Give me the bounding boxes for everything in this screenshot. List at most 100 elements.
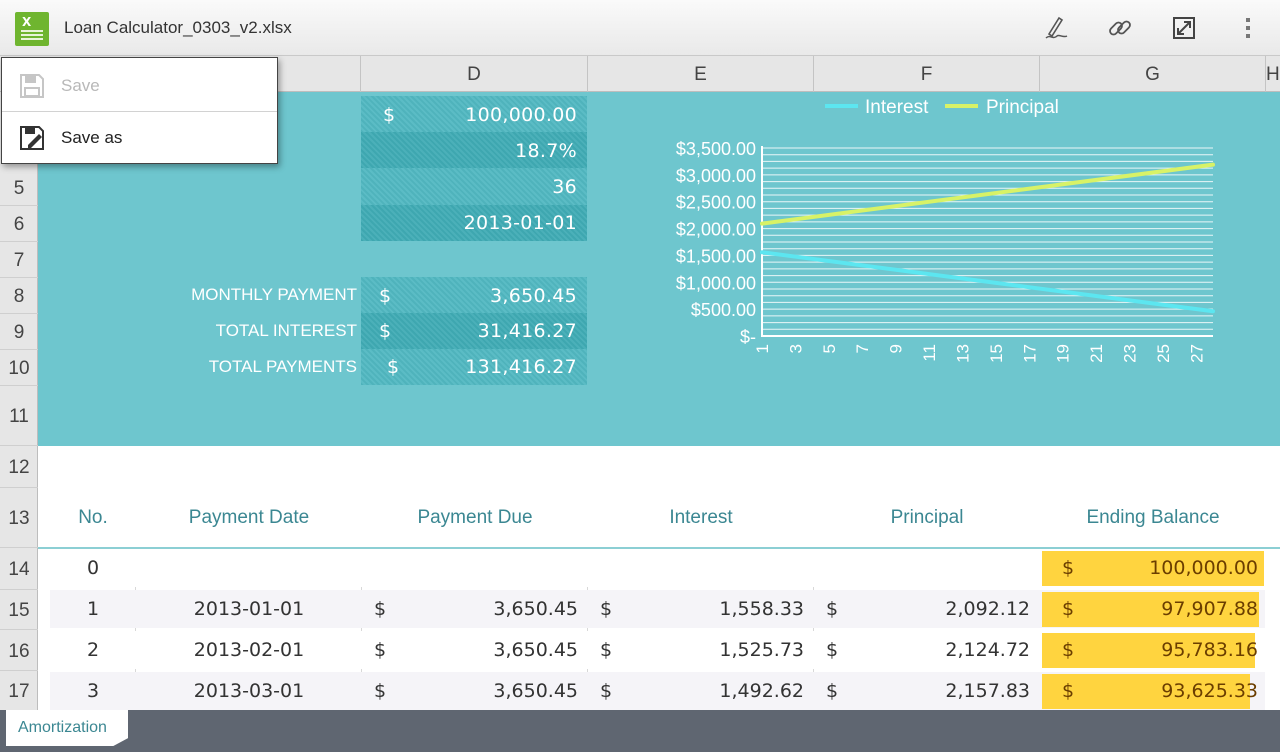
cell-interest-currency[interactable]: $ [600, 639, 613, 661]
cell-balance-currency[interactable]: $ [1062, 680, 1075, 702]
row-header-9[interactable]: 9 [0, 314, 38, 350]
header-interest[interactable]: Interest [669, 507, 733, 528]
cell-ending-balance[interactable]: 100,000.00 [1149, 557, 1258, 579]
cell-ending-balance[interactable]: 97,907.88 [1161, 598, 1258, 620]
cell-due-currency[interactable]: $ [374, 639, 387, 661]
column-header-e[interactable]: E [588, 56, 814, 92]
y-tick-label: $1,000.00 [676, 273, 756, 293]
sheet-tab-label: Amortization [18, 719, 107, 736]
excel-app-icon[interactable]: X [15, 12, 49, 46]
cell-no[interactable]: 1 [86, 598, 100, 620]
menu-divider [2, 111, 277, 112]
cell-principal-currency[interactable]: $ [826, 598, 839, 620]
interest-rate-cell[interactable]: 18.7% [361, 132, 587, 168]
link-icon[interactable] [1102, 12, 1138, 44]
cell-no[interactable]: 3 [86, 680, 100, 702]
column-header-h[interactable]: H [1266, 64, 1280, 85]
cell-payment-due[interactable]: 3,650.45 [493, 598, 578, 620]
amortization-chart[interactable]: $3,500.00 $3,000.00 $2,500.00 $2,000.00 $1,5… [650, 92, 1250, 392]
pen-icon[interactable] [1038, 12, 1074, 44]
header-payment-date[interactable]: Payment Date [188, 507, 310, 528]
row-header-16[interactable]: 16 [0, 630, 38, 671]
cell-due-currency[interactable]: $ [374, 680, 387, 702]
fullscreen-icon[interactable] [1166, 12, 1202, 44]
cell-ending-balance[interactable]: 95,783.16 [1161, 639, 1258, 661]
balance-data-bar [1042, 633, 1255, 668]
row-header-5[interactable]: 5 [0, 170, 38, 206]
balance-data-bar [1042, 674, 1250, 709]
row-header-17[interactable]: 17 [8, 681, 30, 702]
menu-item-save[interactable]: Save [2, 60, 277, 112]
column-header-f[interactable]: F [814, 56, 1040, 92]
cell-no[interactable]: 2 [86, 639, 100, 661]
column-divider [135, 549, 136, 710]
cell-payment-date[interactable] [136, 549, 362, 587]
balance-data-bar [1042, 592, 1259, 627]
column-header-d[interactable]: D [361, 56, 588, 92]
total-payments-value: 131,416.27 [465, 356, 577, 378]
cell-principal[interactable]: 2,157.83 [945, 680, 1030, 702]
header-payment-due[interactable]: Payment Due [417, 507, 533, 528]
row-header-10[interactable]: 10 [0, 350, 38, 386]
cell-interest-currency[interactable]: $ [600, 598, 613, 620]
y-tick-label: $- [740, 327, 756, 347]
currency-symbol: $ [379, 285, 392, 307]
chart-axes [761, 146, 1213, 337]
cell-principal[interactable]: 2,124.72 [945, 639, 1030, 661]
cell-balance-currency[interactable]: $ [1062, 598, 1075, 620]
chart-x-ticks: 1 3 5 7 9 11 13 15 17 19 21 23 25 27 [753, 344, 1206, 363]
cell-balance-currency[interactable]: $ [1062, 557, 1075, 579]
cell-interest[interactable]: 1,558.33 [719, 598, 804, 620]
interest-rate-value: 18.7% [515, 140, 577, 162]
total-interest-cell[interactable]: $ 31,416.27 [361, 313, 587, 349]
term-value: 36 [552, 176, 577, 198]
cell-no[interactable]: 0 [86, 557, 100, 579]
row-header-13[interactable]: 13 [0, 488, 38, 548]
header-no[interactable]: No. [78, 507, 108, 528]
cell-ending-balance[interactable]: 93,625.33 [1161, 680, 1258, 702]
monthly-payment-cell[interactable]: $ 3,650.45 [361, 277, 587, 313]
row-header-7[interactable]: 7 [0, 242, 38, 278]
cell-interest-currency[interactable]: $ [600, 680, 613, 702]
x-tick-label: 25 [1154, 344, 1173, 363]
row-header-6[interactable]: 6 [0, 206, 38, 242]
row-header-14[interactable]: 14 [0, 548, 38, 590]
term-cell[interactable]: 36 [361, 168, 587, 205]
start-date-cell[interactable]: 2013-01-01 [361, 205, 587, 241]
row-header-8[interactable]: 8 [0, 278, 38, 314]
cell-balance-currency[interactable]: $ [1062, 639, 1075, 661]
loan-amount-cell[interactable]: $ 100,000.00 [361, 96, 587, 132]
cell-payment-due[interactable]: 3,650.45 [493, 680, 578, 702]
cell-principal-currency[interactable]: $ [826, 639, 839, 661]
column-header-g[interactable]: G [1040, 56, 1266, 92]
chart-grid [762, 147, 1213, 337]
cell-due-currency[interactable]: $ [374, 598, 387, 620]
chart-lines [760, 162, 1215, 314]
row-header-15[interactable]: 15 [0, 590, 38, 630]
total-payments-cell[interactable]: $ 131,416.27 [361, 349, 587, 385]
cell-principal[interactable]: 2,092.12 [945, 598, 1030, 620]
currency-symbol: $ [379, 320, 392, 342]
column-divider [587, 549, 588, 710]
currency-symbol: $ [387, 356, 400, 378]
cell-interest[interactable]: 1,492.62 [719, 680, 804, 702]
cell-payment-date[interactable]: 2013-01-01 [193, 598, 305, 620]
cell-payment-due[interactable]: 3,650.45 [493, 639, 578, 661]
start-date-value: 2013-01-01 [463, 212, 577, 234]
chart-axis-line [761, 146, 1213, 337]
sheet-tab-amortization[interactable]: Amortization [6, 710, 128, 746]
header-principal[interactable]: Principal [890, 507, 964, 528]
x-tick-label: 17 [1020, 344, 1039, 363]
column-header-blank[interactable] [38, 56, 361, 92]
cell-principal-currency[interactable]: $ [826, 680, 839, 702]
menu-item-save-as[interactable]: Save as [2, 112, 277, 164]
row-header-11[interactable]: 11 [0, 386, 38, 446]
column-divider [361, 549, 362, 710]
row-header-12[interactable]: 12 [0, 446, 38, 488]
cell-payment-date[interactable]: 2013-02-01 [193, 639, 305, 661]
header-ending-balance[interactable]: Ending Balance [1086, 507, 1220, 528]
overflow-menu-icon[interactable] [1230, 12, 1266, 44]
cell-interest[interactable]: 1,525.73 [719, 639, 804, 661]
save-icon [19, 73, 45, 99]
cell-payment-date[interactable]: 2013-03-01 [193, 680, 305, 702]
